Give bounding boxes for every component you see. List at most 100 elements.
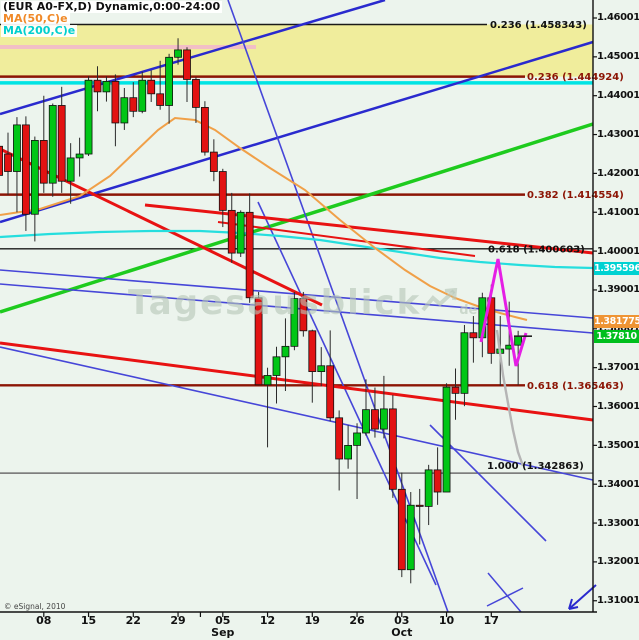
candle-body xyxy=(129,97,138,112)
trend-line[interactable] xyxy=(257,201,437,586)
price-axis-label: 1.410014 xyxy=(597,206,639,218)
candle xyxy=(209,139,218,182)
candle xyxy=(30,136,39,242)
candle-body xyxy=(209,151,218,172)
candle xyxy=(299,291,308,337)
ma50-value-badge: 1.381775 xyxy=(594,315,639,329)
price-axis-label: 1.440014 xyxy=(597,90,639,102)
candle-body xyxy=(406,504,415,571)
trend-line[interactable] xyxy=(144,203,594,255)
fib-levels-layer xyxy=(0,23,593,474)
candle-body xyxy=(308,330,317,372)
candle xyxy=(129,82,138,118)
candle xyxy=(371,387,379,438)
candle xyxy=(111,74,120,147)
candle xyxy=(57,86,66,193)
price-axis-label: 1.460015 xyxy=(597,12,639,24)
ma50-study-label[interactable]: MA(50,C)e xyxy=(1,12,70,25)
candle-body xyxy=(227,209,236,254)
fib-level-label: 0.618 (1.400603) xyxy=(488,244,585,255)
price-axis-label: 1.340013 xyxy=(597,478,639,490)
candle xyxy=(218,168,227,228)
candle-body xyxy=(371,409,379,430)
fib-level-label: 0.236 (1.458343) xyxy=(490,20,587,31)
candle-body xyxy=(460,332,469,394)
candle xyxy=(4,132,12,195)
candle xyxy=(406,492,415,584)
candle-body xyxy=(156,93,165,106)
trend-line[interactable] xyxy=(486,587,524,607)
candle xyxy=(254,291,263,386)
price-axis-label: 1.450015 xyxy=(597,51,639,63)
trend-line[interactable] xyxy=(217,221,476,257)
arrow-line[interactable] xyxy=(568,584,597,610)
date-label: 08 xyxy=(36,614,52,627)
ma200-study-label[interactable]: MA(200,C)e xyxy=(1,24,78,37)
symbol-title: (EUR A0-FX,D) Dynamic,0:00-24:00 xyxy=(1,0,223,13)
candle-body xyxy=(111,80,120,124)
candle xyxy=(138,71,147,114)
price-axis-label: 1.330013 xyxy=(597,517,639,529)
candle xyxy=(469,316,478,363)
trend-line[interactable] xyxy=(487,572,522,613)
watermark-chart-arrow-icon xyxy=(421,287,458,312)
candle-body xyxy=(174,49,182,58)
trend-line[interactable] xyxy=(0,40,594,224)
candle xyxy=(236,210,245,257)
candle xyxy=(245,193,254,303)
fib-zone-band xyxy=(0,24,593,77)
price-axis-label: 1.380014 xyxy=(597,322,639,335)
candle-body xyxy=(138,79,147,112)
candle xyxy=(442,383,451,493)
date-label: 05 xyxy=(215,614,231,627)
trend-line[interactable] xyxy=(0,122,594,314)
candle xyxy=(290,291,299,351)
date-label: 22 xyxy=(125,614,141,627)
candle-body xyxy=(57,105,66,182)
date-label: 15 xyxy=(80,614,97,627)
candle xyxy=(335,410,344,491)
watermark-suffix: de xyxy=(459,303,478,318)
candle-body xyxy=(236,211,245,254)
copyright-notice: © eSignal, 2010 xyxy=(4,602,66,611)
price-axis-label: 1.310013 xyxy=(597,595,639,607)
trend-line[interactable] xyxy=(0,341,594,422)
price-axis-label: 1.350014 xyxy=(597,439,639,451)
price-axis-label: 1.430014 xyxy=(597,129,639,141)
price-axis-label: 1.370014 xyxy=(597,362,639,374)
candle-body xyxy=(120,97,129,124)
candle-body xyxy=(335,417,344,460)
candle xyxy=(0,145,3,176)
candle-body xyxy=(192,79,200,108)
trend-line[interactable] xyxy=(0,346,594,481)
candle xyxy=(165,53,174,124)
candle xyxy=(120,87,129,130)
candle xyxy=(156,60,165,110)
candle xyxy=(317,347,326,387)
candle xyxy=(192,77,200,123)
date-label: 12 xyxy=(259,614,276,627)
magenta-zigzag-annotation[interactable] xyxy=(479,258,528,367)
candle-body xyxy=(200,107,209,153)
candle xyxy=(93,66,102,112)
last-price-badge: 1.37810 xyxy=(594,329,639,343)
candle-body xyxy=(245,211,254,299)
candle-body xyxy=(451,386,460,394)
trend-lines-layer xyxy=(0,0,594,613)
month-label: Oct xyxy=(391,626,413,639)
arrow-annotation[interactable] xyxy=(568,584,597,610)
date-label: 29 xyxy=(170,614,186,627)
candle-body xyxy=(263,375,272,386)
candle-body xyxy=(299,298,308,332)
candle-body xyxy=(30,140,39,215)
trend-line[interactable] xyxy=(0,0,386,116)
gray-projection-line[interactable] xyxy=(495,329,525,467)
fib-level-label: 0.382 (1.414554) xyxy=(527,190,624,201)
candle-body xyxy=(13,124,21,172)
candle xyxy=(415,488,424,545)
candle-body xyxy=(469,332,478,339)
candle xyxy=(460,324,469,407)
candle xyxy=(326,330,335,422)
fib-labels-layer: 0.236 (1.458343) 0.236 (1.444924) 0.382 (1… xyxy=(487,20,624,472)
